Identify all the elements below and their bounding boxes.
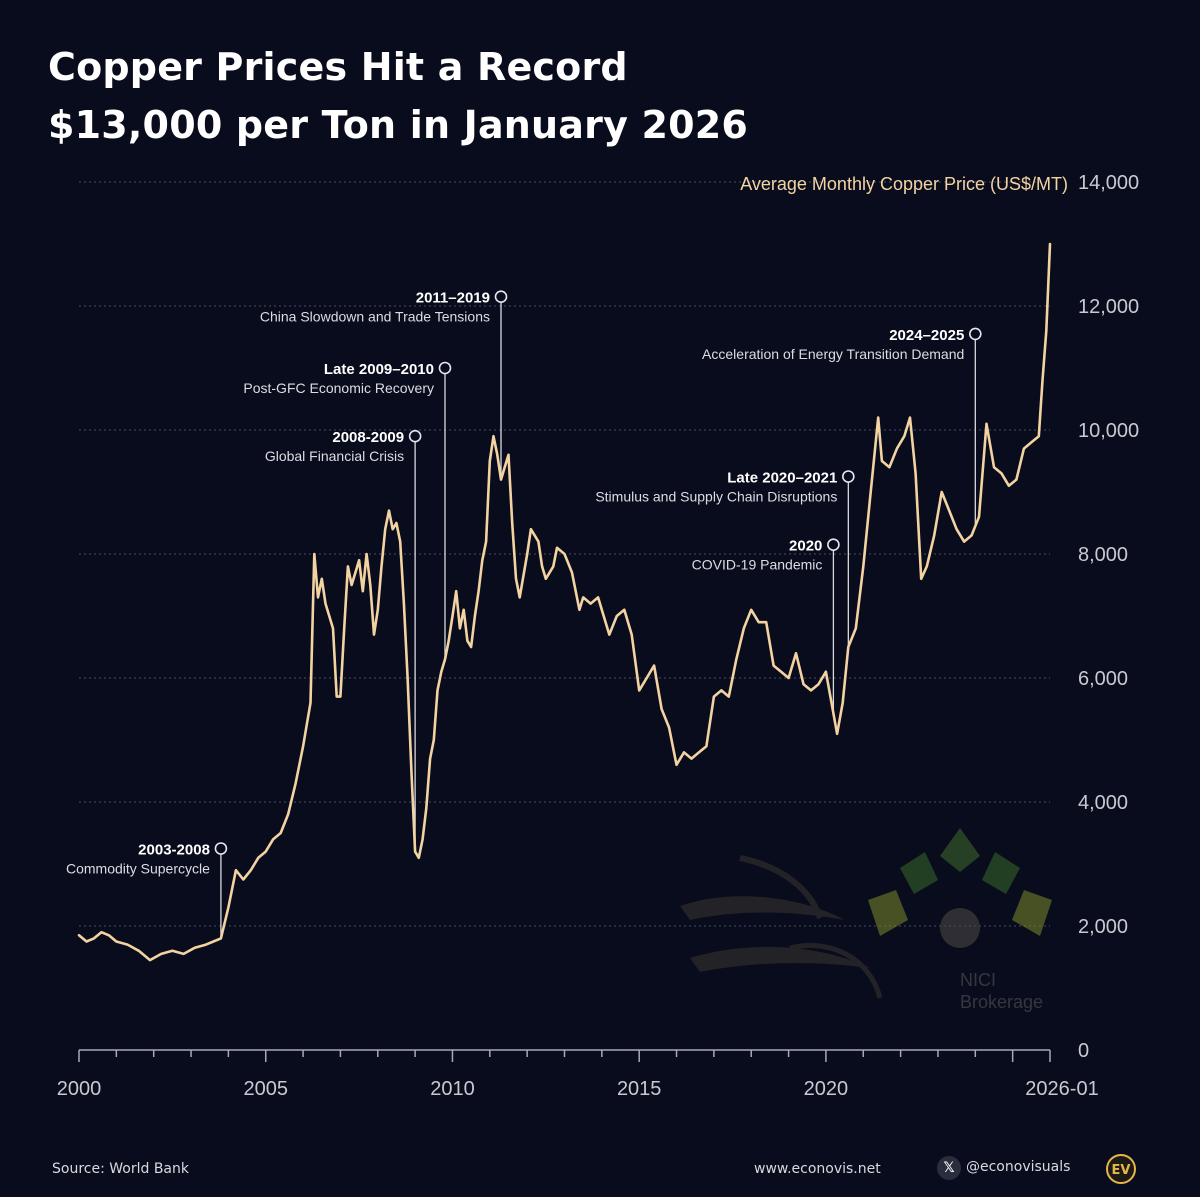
y-tick-label: 2,000 (1078, 916, 1128, 938)
copper-price-line (77, 242, 1052, 962)
y-tick-label: 12,000 (1078, 296, 1139, 318)
annotation-period: 2003-2008 (138, 842, 210, 859)
x-tick-label: 2000 (57, 1078, 102, 1100)
nici-brokerage-watermark: NICI Brokerage (670, 828, 1060, 1032)
chart-title: Copper Prices Hit a Record $13,000 per T… (48, 38, 748, 154)
y-tick-label: 4,000 (1078, 792, 1128, 814)
annotation-marker (827, 538, 840, 552)
annotation-period: Late 2020–2021 (727, 470, 837, 487)
annotations: 2003-2008 Commodity Supercycle 2008-2009 Gl… (66, 290, 982, 939)
annotation-label: Post-GFC Economic Recovery (243, 380, 434, 396)
annotation-label: Commodity Supercycle (66, 861, 210, 877)
x-tick-label: 2015 (617, 1078, 662, 1100)
x-logo-icon[interactable]: 𝕏 (937, 1156, 961, 1180)
y-tick-label: 0 (1078, 1040, 1089, 1062)
y-tick-label: 14,000 (1078, 172, 1139, 194)
x-tick-label: 2020 (804, 1078, 849, 1100)
y-tick-label: 8,000 (1078, 544, 1128, 566)
watermark-brand: NICI (960, 970, 996, 990)
y-axis-label: Average Monthly Copper Price (US$/MT) (740, 174, 1068, 194)
annotation-period: Late 2009–2010 (324, 361, 434, 378)
annotation-label: Global Financial Crisis (265, 448, 404, 464)
y-tick-label: 6,000 (1078, 668, 1128, 690)
x-tick-label: 2005 (243, 1078, 288, 1100)
watermark-sub: Brokerage (960, 992, 1043, 1012)
annotation-marker (494, 290, 508, 304)
annotation-period: 2020 (789, 538, 822, 555)
annotation-marker (969, 327, 982, 341)
annotation-label: China Slowdown and Trade Tensions (260, 309, 490, 325)
annotation-period: 2011–2019 (416, 290, 490, 307)
annotation-period: 2008-2009 (332, 429, 404, 446)
chart-title-line-2: $13,000 per Ton in January 2026 (48, 103, 749, 147)
social-handle[interactable]: @econovisuals (966, 1159, 1071, 1175)
annotation-label: Acceleration of Energy Transition Demand (702, 346, 964, 362)
source-note: Source: World Bank (52, 1161, 189, 1177)
econovisuals-logo-icon: EV (1106, 1154, 1136, 1184)
y-tick-label: 10,000 (1078, 420, 1139, 442)
annotation-marker (214, 842, 228, 855)
annotation-marker (842, 470, 855, 483)
x-tick-label: 2026-01 (1025, 1078, 1098, 1100)
website-link[interactable]: www.econovis.net (754, 1161, 881, 1177)
price-series (77, 242, 1052, 962)
annotation-label: COVID-19 Pandemic (692, 557, 823, 573)
chart-title-line-1: Copper Prices Hit a Record (48, 45, 628, 89)
annotation-marker (408, 429, 422, 443)
x-tick-label: 2010 (430, 1078, 475, 1100)
annotation-marker (438, 361, 452, 375)
axes: 0 2,000 4,000 6,000 8,000 10,000 12,000 14,000 2… (57, 172, 1139, 1100)
annotation-label: Stimulus and Supply Chain Disruptions (595, 489, 837, 505)
nici-logo-icon: NICI Brokerage (680, 828, 1052, 1012)
annotation-period: 2024–2025 (889, 327, 964, 344)
